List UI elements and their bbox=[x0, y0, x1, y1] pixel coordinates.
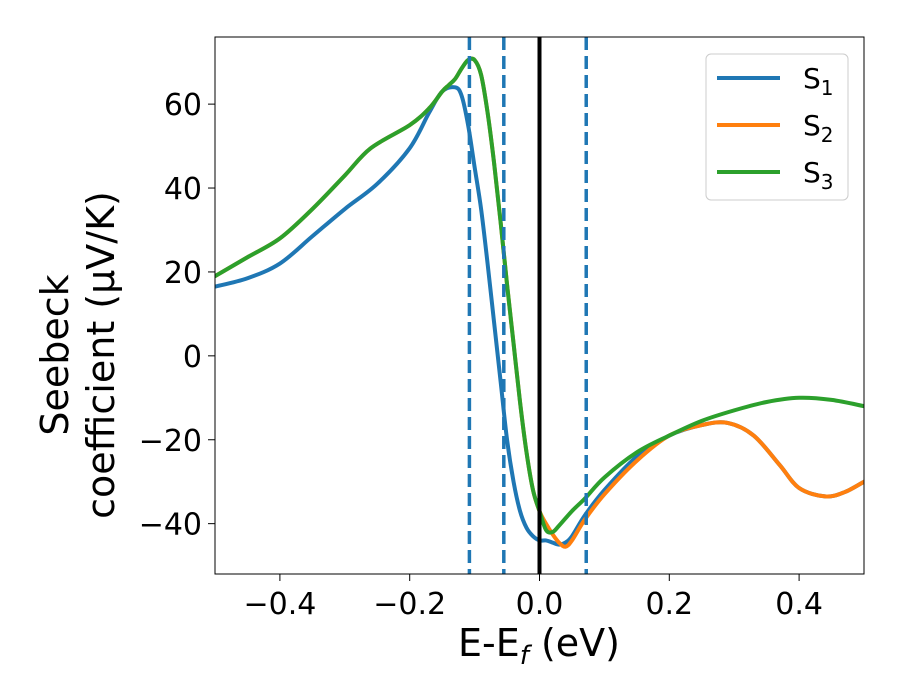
x-tick-label: −0.4 bbox=[243, 587, 316, 622]
y-tick-label: 60 bbox=[164, 88, 202, 123]
legend-label-s2: S2 bbox=[803, 109, 834, 147]
y-axis-label-line2: coefficient (μV/K) bbox=[79, 191, 123, 519]
series-line-s3 bbox=[215, 56, 864, 535]
legend-label-s1: S1 bbox=[803, 62, 834, 100]
plot-frame bbox=[214, 36, 865, 575]
plot-area bbox=[215, 37, 864, 574]
y-tick-label: −40 bbox=[139, 508, 202, 543]
y-axis-label: Seebeck coefficient (μV/K) bbox=[33, 191, 123, 519]
x-axis-label: E-Ef (eV) bbox=[458, 621, 620, 671]
legend-label-s3: S3 bbox=[803, 156, 834, 194]
y-tick-label: −20 bbox=[139, 424, 202, 459]
x-tick-label: −0.2 bbox=[373, 587, 446, 622]
y-tick-label: 0 bbox=[183, 340, 202, 375]
x-tick-label: 0.2 bbox=[645, 587, 693, 622]
y-tick-label: 20 bbox=[164, 256, 202, 291]
axis-ticks: −0.4 −0.2 0.0 0.2 0.4 −40 −20 0 20 40 60 bbox=[139, 88, 823, 622]
x-tick-label: 0.0 bbox=[516, 587, 564, 622]
y-axis-label-line1: Seebeck bbox=[33, 274, 77, 435]
x-tick-label: 0.4 bbox=[775, 587, 823, 622]
y-tick-label: 40 bbox=[164, 172, 202, 207]
legend: S1 S2 S3 bbox=[705, 53, 849, 201]
